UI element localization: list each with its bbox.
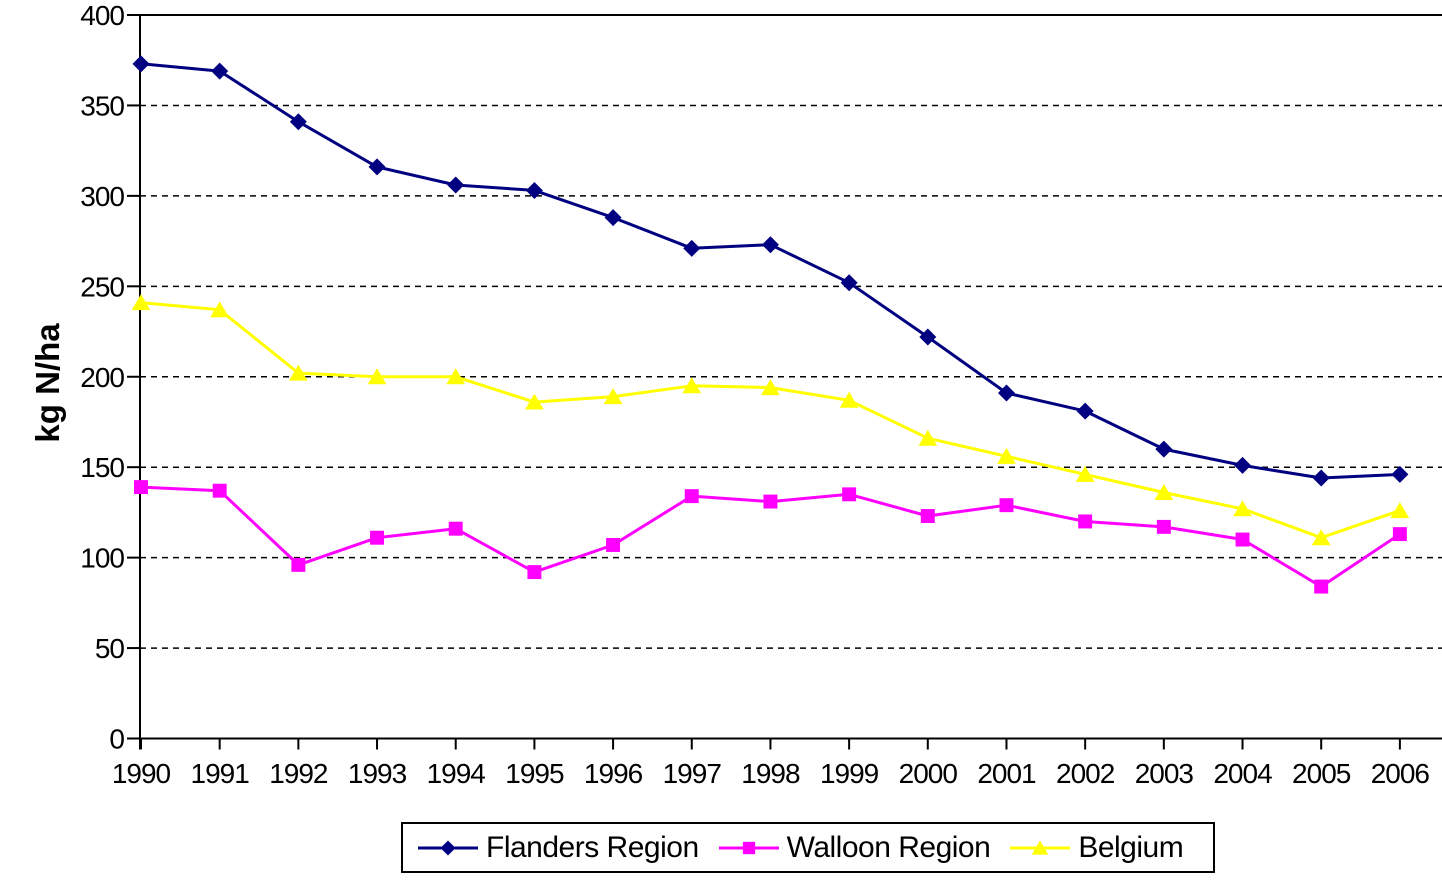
point-walloon-region-1993 (370, 530, 385, 545)
x-tick-label-1990: 1990 (112, 758, 171, 789)
triangle-marker-icon (1010, 840, 1071, 855)
legend-item-flanders-region: Flanders Region (417, 831, 699, 865)
legend-label: Walloon Region (786, 830, 991, 864)
point-belgium-2004 (1233, 500, 1252, 517)
point-walloon-region-2000 (920, 509, 935, 523)
point-flanders-region-2002 (1076, 402, 1094, 420)
point-walloon-region-1990 (134, 480, 148, 495)
y-tick-label-300: 300 (80, 181, 124, 212)
square-marker-icon (718, 841, 779, 854)
point-belgium-2006 (1390, 502, 1410, 519)
point-belgium-2001 (997, 447, 1016, 464)
point-belgium-1998 (761, 379, 780, 396)
y-tick-label-350: 350 (80, 90, 124, 121)
point-walloon-region-1999 (842, 487, 857, 502)
point-walloon-region-1994 (448, 521, 463, 536)
point-belgium-1990 (131, 294, 151, 311)
y-tick-label-400: 400 (80, 0, 124, 31)
legend-item-belgium: Belgium (1009, 830, 1184, 865)
series-line-flanders-region (140, 62, 1400, 480)
series-belgium (131, 294, 1410, 546)
x-tick-label-2002: 2002 (1056, 758, 1115, 789)
point-belgium-2003 (1154, 484, 1174, 500)
point-walloon-region-1995 (527, 565, 542, 580)
y-tick-label-50: 50 (95, 633, 125, 664)
point-belgium-1995 (525, 393, 544, 410)
y-axis-title: kg N/ha (29, 323, 66, 443)
point-walloon-region-1997 (684, 489, 699, 504)
y-tick-label-150: 150 (80, 452, 124, 483)
point-flanders-region-1996 (604, 209, 622, 227)
point-flanders-region-1993 (368, 158, 386, 176)
point-belgium-1991 (210, 301, 230, 318)
legend: Flanders Region Walloon Region Belgium (401, 822, 1215, 873)
square-marker-icon (742, 841, 755, 854)
x-tick-label-1996: 1996 (584, 758, 643, 789)
point-walloon-region-2005 (1314, 579, 1329, 594)
x-tick-label-1995: 1995 (505, 758, 564, 789)
point-flanders-region-2006 (1391, 465, 1409, 483)
x-tick-label-2000: 2000 (899, 758, 958, 789)
point-walloon-region-2004 (1235, 532, 1250, 547)
y-tick-label-200: 200 (80, 362, 124, 393)
point-flanders-region-1997 (683, 239, 701, 257)
legend-label: Belgium (1078, 830, 1184, 864)
point-flanders-region-1992 (289, 113, 307, 131)
point-belgium-1996 (603, 388, 623, 405)
x-tick-label-1993: 1993 (348, 758, 407, 789)
point-flanders-region-1991 (211, 62, 229, 80)
point-flanders-region-1999 (840, 274, 858, 292)
x-tick-label-1998: 1998 (741, 758, 800, 789)
x-tick-label-2006: 2006 (1371, 758, 1430, 789)
point-walloon-region-2006 (1392, 527, 1407, 542)
point-walloon-region-1998 (763, 494, 778, 509)
point-belgium-2000 (918, 429, 938, 446)
point-belgium-1993 (367, 368, 387, 385)
point-flanders-region-1998 (761, 236, 779, 254)
point-flanders-region-2003 (1155, 440, 1173, 458)
y-tick-label-250: 250 (80, 271, 124, 302)
point-walloon-region-1992 (291, 557, 306, 572)
triangle-marker-icon (1032, 840, 1049, 855)
point-walloon-region-2002 (1078, 514, 1093, 529)
diamond-marker-icon (418, 840, 478, 855)
x-tick-label-2003: 2003 (1135, 758, 1194, 789)
x-tick-label-1997: 1997 (663, 758, 722, 789)
point-flanders-region-1995 (525, 181, 543, 199)
diamond-marker-icon (440, 840, 456, 855)
point-belgium-1997 (682, 377, 702, 394)
point-flanders-region-2004 (1234, 456, 1252, 474)
point-flanders-region-2005 (1312, 469, 1330, 487)
x-tick-label-1992: 1992 (269, 758, 328, 789)
x-tick-label-2005: 2005 (1292, 758, 1351, 789)
point-belgium-1994 (446, 368, 466, 385)
legend-item-walloon-region: Walloon Region (718, 831, 991, 865)
point-walloon-region-1996 (606, 537, 621, 552)
point-flanders-region-2000 (919, 328, 937, 346)
legend-label: Flanders Region (486, 830, 699, 864)
point-walloon-region-2001 (999, 498, 1014, 513)
x-tick-label-1999: 1999 (820, 758, 879, 789)
x-tick-label-2004: 2004 (1213, 758, 1272, 789)
point-belgium-1999 (839, 391, 859, 408)
point-belgium-2002 (1075, 465, 1095, 482)
point-belgium-1992 (289, 364, 308, 381)
point-walloon-region-1991 (212, 483, 227, 498)
x-tick-label-1991: 1991 (191, 758, 250, 789)
series-walloon-region (134, 480, 1407, 594)
y-tick-label-0: 0 (109, 724, 124, 755)
point-walloon-region-2003 (1156, 519, 1171, 534)
point-flanders-region-2001 (997, 384, 1015, 402)
x-tick-label-2001: 2001 (977, 758, 1036, 789)
point-belgium-2005 (1311, 529, 1331, 546)
point-flanders-region-1990 (132, 55, 150, 73)
x-tick-label-1994: 1994 (427, 758, 486, 789)
point-flanders-region-1994 (447, 176, 465, 194)
series-flanders-region (132, 55, 1409, 487)
y-tick-label-100: 100 (80, 543, 124, 574)
